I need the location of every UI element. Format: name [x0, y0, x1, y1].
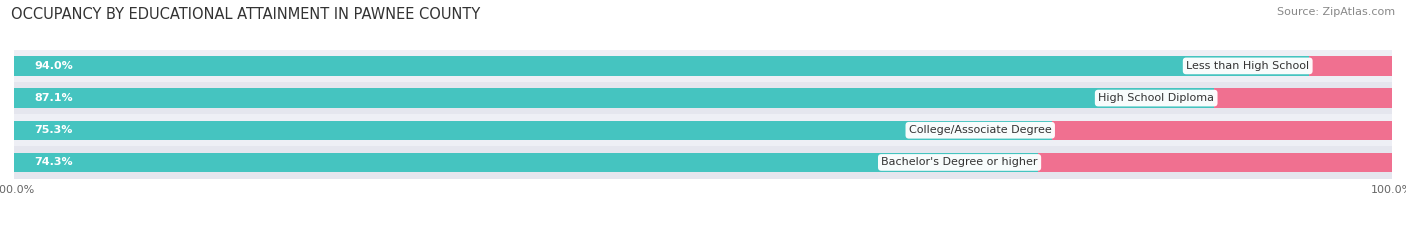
Bar	[14, 89, 1215, 108]
Text: Bachelor's Degree or higher: Bachelor's Degree or higher	[882, 158, 1038, 168]
Bar	[14, 121, 1052, 140]
Text: 87.1%: 87.1%	[35, 93, 73, 103]
Bar	[14, 153, 1038, 172]
Bar	[14, 50, 1392, 82]
Bar	[1052, 121, 1392, 140]
Bar	[14, 82, 1392, 114]
Text: 94.0%: 94.0%	[35, 61, 73, 71]
Text: OCCUPANCY BY EDUCATIONAL ATTAINMENT IN PAWNEE COUNTY: OCCUPANCY BY EDUCATIONAL ATTAINMENT IN P…	[11, 7, 481, 22]
Bar	[1309, 56, 1392, 75]
Bar	[14, 114, 1392, 146]
Text: Less than High School: Less than High School	[1187, 61, 1309, 71]
Text: Source: ZipAtlas.com: Source: ZipAtlas.com	[1277, 7, 1395, 17]
Text: College/Associate Degree: College/Associate Degree	[908, 125, 1052, 135]
Bar	[1215, 89, 1393, 108]
Bar	[14, 146, 1392, 178]
Text: High School Diploma: High School Diploma	[1098, 93, 1215, 103]
Bar	[1038, 153, 1392, 172]
Bar	[14, 56, 1309, 75]
Text: 75.3%: 75.3%	[35, 125, 73, 135]
Text: 74.3%: 74.3%	[35, 158, 73, 168]
